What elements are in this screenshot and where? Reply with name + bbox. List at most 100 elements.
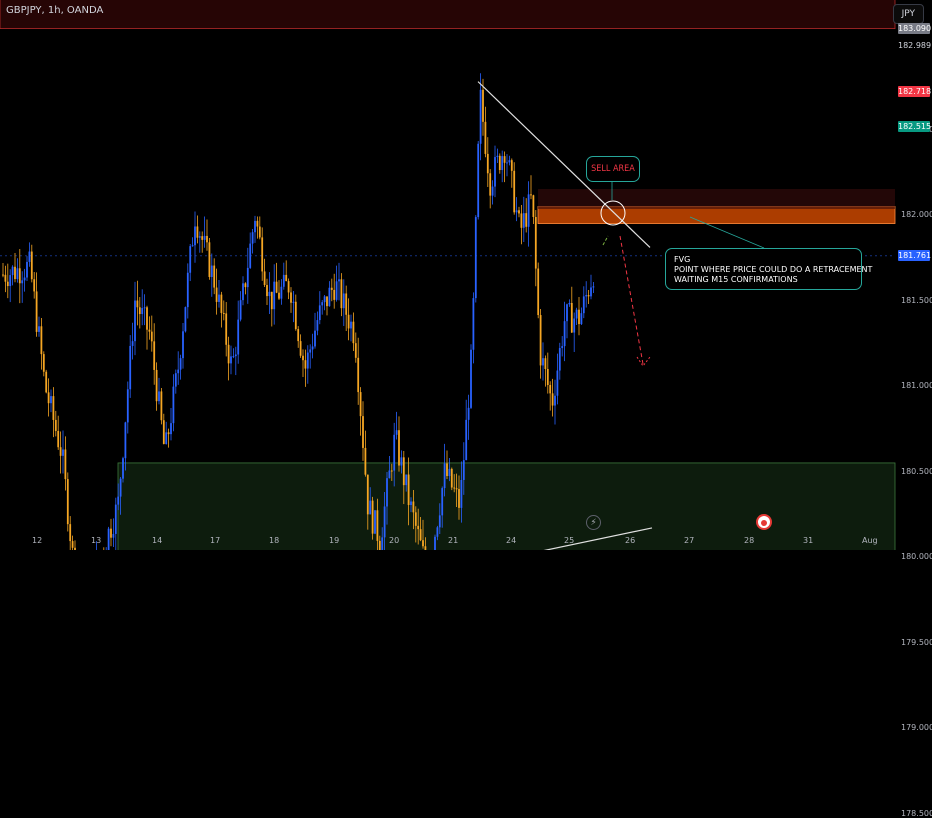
candle-body bbox=[4, 274, 7, 282]
candle-body bbox=[261, 237, 264, 272]
x-tick-label: 20 bbox=[389, 536, 400, 545]
y-tick-label: 179.500 bbox=[901, 637, 932, 647]
candle-body bbox=[448, 468, 451, 477]
candle-body bbox=[57, 430, 60, 448]
candle-body bbox=[52, 396, 55, 420]
candle-body bbox=[362, 416, 364, 448]
candle-body bbox=[575, 309, 578, 319]
x-tick-label: 14 bbox=[152, 536, 163, 545]
candle-body bbox=[374, 510, 376, 534]
candle-body bbox=[71, 541, 74, 548]
candle-body bbox=[582, 296, 585, 314]
candle-body bbox=[131, 341, 134, 346]
candle-body bbox=[573, 318, 576, 333]
candle-body bbox=[496, 155, 499, 158]
candle-body bbox=[395, 430, 398, 435]
zone-resistance bbox=[0, 0, 896, 30]
candle-body bbox=[479, 89, 482, 144]
candle-body bbox=[136, 300, 139, 308]
candle-body bbox=[47, 392, 50, 404]
candle-body bbox=[294, 301, 297, 330]
candle-body bbox=[590, 287, 592, 297]
projection-down bbox=[619, 235, 644, 365]
candle-body bbox=[510, 160, 513, 171]
candle-body bbox=[273, 281, 276, 310]
candle-body bbox=[162, 420, 165, 444]
candle-body bbox=[330, 287, 333, 290]
candle-body bbox=[249, 243, 252, 268]
candle-body bbox=[489, 173, 492, 196]
candle-body bbox=[198, 236, 201, 238]
candle-body bbox=[170, 423, 172, 435]
candle-body bbox=[369, 500, 372, 515]
candle-body bbox=[122, 458, 124, 479]
candle-body bbox=[542, 358, 544, 366]
candle-body bbox=[568, 302, 571, 305]
candle-body bbox=[494, 157, 496, 187]
candle-body bbox=[26, 261, 28, 278]
candle-body bbox=[410, 501, 412, 506]
candle-body bbox=[460, 479, 463, 508]
currency-button[interactable]: JPY bbox=[892, 4, 924, 24]
candle-body bbox=[318, 305, 321, 321]
candle-body bbox=[578, 309, 580, 325]
candle-body bbox=[580, 313, 583, 325]
candle-body bbox=[376, 510, 379, 541]
candle-body bbox=[438, 515, 441, 528]
candle-body bbox=[549, 384, 552, 394]
candle-body bbox=[167, 432, 170, 435]
candle-body bbox=[45, 371, 48, 393]
candle-body bbox=[398, 430, 400, 466]
sell-area-circle bbox=[600, 200, 626, 226]
candle-body bbox=[38, 326, 40, 332]
candle-body bbox=[484, 121, 487, 154]
candle-body bbox=[2, 274, 4, 276]
note-line: WAITING M15 CONFIRMATIONS bbox=[674, 275, 798, 284]
y-tick-label: 181.500 bbox=[901, 295, 932, 305]
candle-body bbox=[554, 395, 556, 406]
candle-body bbox=[424, 546, 427, 550]
candle-body bbox=[237, 319, 240, 355]
y-tick-label: 181.000 bbox=[901, 381, 932, 390]
support-trendline bbox=[543, 527, 653, 550]
candle-body bbox=[544, 358, 547, 369]
candle-body bbox=[306, 352, 309, 369]
economic-event-icon[interactable] bbox=[756, 514, 772, 530]
candle-body bbox=[124, 422, 127, 459]
candle-body bbox=[266, 284, 268, 297]
y-tick-label: 182.000 bbox=[901, 210, 932, 219]
candle-body bbox=[258, 226, 261, 238]
candle-body bbox=[263, 271, 266, 285]
candle-body bbox=[563, 321, 566, 347]
candle-body bbox=[33, 279, 36, 292]
candle-body bbox=[405, 474, 408, 486]
candle-body bbox=[191, 245, 194, 247]
candle-body bbox=[592, 286, 595, 288]
candle-body bbox=[515, 210, 518, 213]
drawings bbox=[477, 81, 765, 550]
candle-body bbox=[35, 291, 38, 332]
note-pointer-line bbox=[689, 216, 765, 249]
candle-body bbox=[242, 283, 244, 301]
x-tick-label: 25 bbox=[564, 536, 575, 545]
candle-body bbox=[570, 302, 573, 333]
lightning-icon[interactable]: ⚡ bbox=[586, 515, 601, 530]
zone-FVG bbox=[537, 206, 896, 224]
candle-body bbox=[472, 298, 475, 350]
candle-body bbox=[323, 296, 326, 303]
candle-body bbox=[150, 331, 153, 342]
candle-body bbox=[503, 156, 506, 163]
candle-body bbox=[513, 170, 516, 213]
candle-body bbox=[302, 355, 304, 361]
candle-body bbox=[450, 468, 453, 488]
price-label: 182.515 bbox=[898, 120, 932, 132]
candle-body bbox=[414, 512, 417, 526]
candle-body bbox=[201, 236, 204, 240]
x-tick-label: 12 bbox=[32, 536, 43, 545]
candle-body bbox=[386, 478, 388, 507]
candle-body bbox=[354, 343, 357, 358]
candle-body bbox=[359, 392, 362, 417]
zone-demand bbox=[117, 462, 896, 550]
candle-body bbox=[50, 396, 52, 404]
candle-body bbox=[506, 162, 508, 164]
